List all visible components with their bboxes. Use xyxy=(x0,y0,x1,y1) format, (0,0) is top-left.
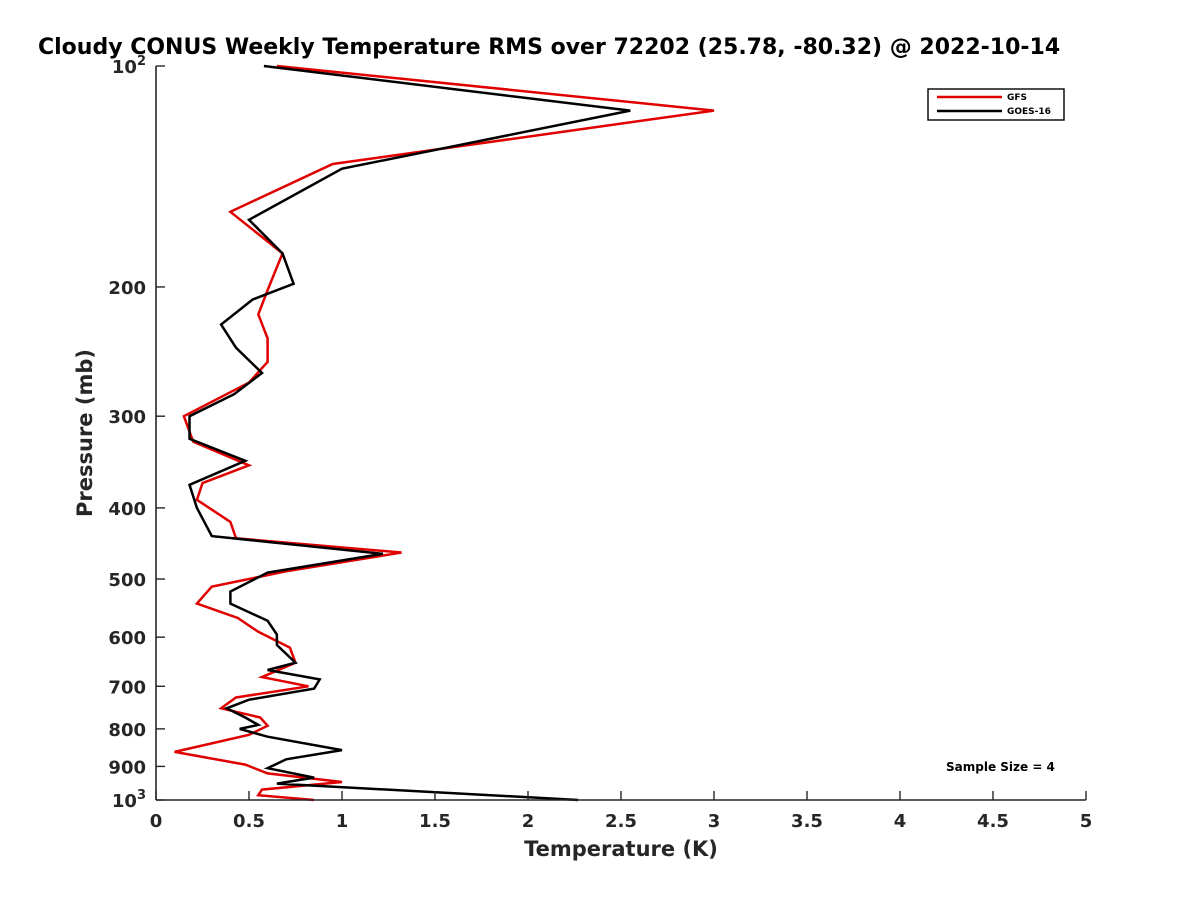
y-tick-label: 103 xyxy=(112,788,146,812)
x-tick-label: 1.5 xyxy=(419,811,451,832)
y-axis-label: Pressure (mb) xyxy=(73,349,97,517)
x-tick-label: 2 xyxy=(522,811,535,832)
x-ticks: 0 0.5 1 1.5 2 2.5 3 3.5 4 4.5 5 xyxy=(150,791,1093,832)
x-tick-label: 5 xyxy=(1080,811,1093,832)
series-layer xyxy=(174,64,715,802)
legend-label-gfs: GFS xyxy=(1007,93,1027,103)
series-line-gfs xyxy=(174,64,715,802)
y-tick-label: 102 xyxy=(112,54,146,78)
y-tick-label: 700 xyxy=(108,677,146,698)
sample-size-annotation: Sample Size = 4 xyxy=(946,760,1055,774)
x-tick-label: 0.5 xyxy=(233,811,265,832)
y-tick-label: 900 xyxy=(108,757,146,778)
y-tick-label: 200 xyxy=(108,278,146,299)
series-line-goes16 xyxy=(187,64,631,802)
y-ticks: 102 200 300 400 500 600 700 800 900 103 xyxy=(108,54,165,812)
x-tick-label: 2.5 xyxy=(605,811,637,832)
y-tick-label: 500 xyxy=(108,570,146,591)
x-tick-label: 1 xyxy=(336,811,349,832)
y-tick-label: 800 xyxy=(108,720,146,741)
y-tick-label: 400 xyxy=(108,499,146,520)
x-tick-label: 3 xyxy=(708,811,721,832)
plot-area: 0 0.5 1 1.5 2 2.5 3 3.5 4 4.5 5 102 200 300 400 500 600… xyxy=(108,54,1092,832)
x-tick-label: 0 xyxy=(150,811,163,832)
x-tick-label: 4 xyxy=(894,811,907,832)
legend-box xyxy=(927,88,1065,121)
chart-title: Cloudy CONUS Weekly Temperature RMS over… xyxy=(38,35,1060,60)
legend-label-goes16: GOES-16 xyxy=(1007,107,1051,117)
y-tick-label: 300 xyxy=(108,407,146,428)
x-tick-label: 3.5 xyxy=(791,811,823,832)
x-tick-label: 4.5 xyxy=(977,811,1009,832)
legend: GFS GOES-16 xyxy=(927,88,1065,121)
x-axis-label: Temperature (K) xyxy=(524,837,718,861)
y-tick-label: 600 xyxy=(108,628,146,649)
